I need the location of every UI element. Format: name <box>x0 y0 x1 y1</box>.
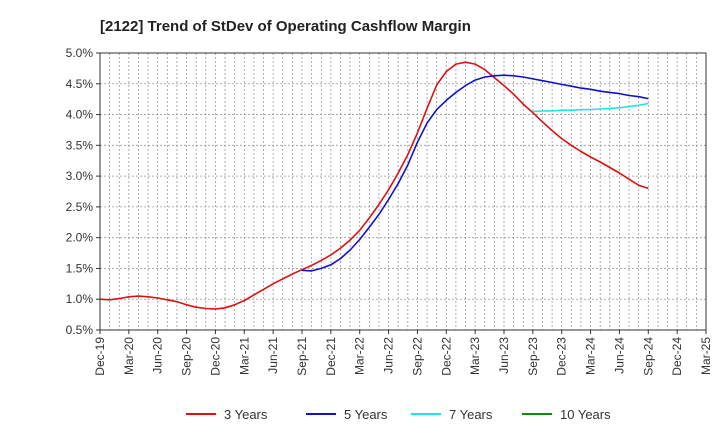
x-tick-label: Mar-25 <box>699 337 713 375</box>
x-tick-label: Sep-23 <box>526 337 540 376</box>
y-tick-label: 4.5% <box>66 77 94 91</box>
y-tick-label: 1.5% <box>66 261 94 275</box>
x-tick-label: Mar-24 <box>584 337 598 375</box>
legend-label: 3 Years <box>224 407 268 422</box>
x-tick-label: Jun-23 <box>497 337 511 374</box>
y-tick-label: 2.0% <box>66 231 94 245</box>
legend-label: 7 Years <box>449 407 493 422</box>
x-tick-label: Sep-21 <box>295 337 309 376</box>
x-tick-label: Sep-22 <box>410 337 424 376</box>
x-tick-label: Dec-21 <box>324 337 338 376</box>
x-tick-label: Dec-22 <box>439 337 453 376</box>
x-tick-label: Mar-23 <box>468 337 482 375</box>
plot-area <box>99 52 707 331</box>
x-tick-label: Mar-21 <box>237 337 251 375</box>
grid <box>99 52 707 331</box>
legend-label: 5 Years <box>344 407 388 422</box>
x-tick-label: Jun-24 <box>612 337 626 374</box>
x-tick-label: Jun-20 <box>151 337 165 374</box>
series-line-3-years <box>99 61 649 310</box>
legend-label: 10 Years <box>560 407 611 422</box>
y-tick-label: 0.5% <box>66 323 94 337</box>
y-tick-label: 3.5% <box>66 138 94 152</box>
chart-title: [2122] Trend of StDev of Operating Cashf… <box>100 18 471 35</box>
x-tick-label: Mar-22 <box>353 337 367 375</box>
y-tick-label: 2.5% <box>66 200 94 214</box>
x-tick-label: Jun-21 <box>266 337 280 374</box>
x-tick-label: Dec-20 <box>208 337 222 376</box>
x-axis: Dec-19 Mar-20 Jun-20 Sep-20 Dec-20 Mar-21 Jun-… <box>93 330 713 376</box>
y-tick-label: 5.0% <box>66 46 94 60</box>
legend: 3 Years 5 Years 7 Years 10 Years <box>186 407 611 422</box>
series-line-5-years <box>301 74 649 272</box>
y-tick-label: 4.0% <box>66 108 94 122</box>
x-tick-label: Mar-20 <box>122 337 136 375</box>
x-tick-label: Sep-24 <box>641 337 655 376</box>
y-axis: 0.5% 1.0% 1.5% 2.0% 2.5% 3.0% 3.5% 4.0% 4.5% 5.0% <box>66 46 100 337</box>
x-tick-label: Dec-24 <box>670 337 684 376</box>
series-line-7-years <box>532 102 649 113</box>
y-tick-label: 3.0% <box>66 169 94 183</box>
x-tick-label: Dec-19 <box>93 337 107 376</box>
x-tick-label: Dec-23 <box>555 337 569 376</box>
series-layer <box>99 61 649 310</box>
x-tick-label: Sep-20 <box>180 337 194 376</box>
x-tick-label: Jun-22 <box>382 337 396 374</box>
y-tick-label: 1.0% <box>66 292 94 306</box>
